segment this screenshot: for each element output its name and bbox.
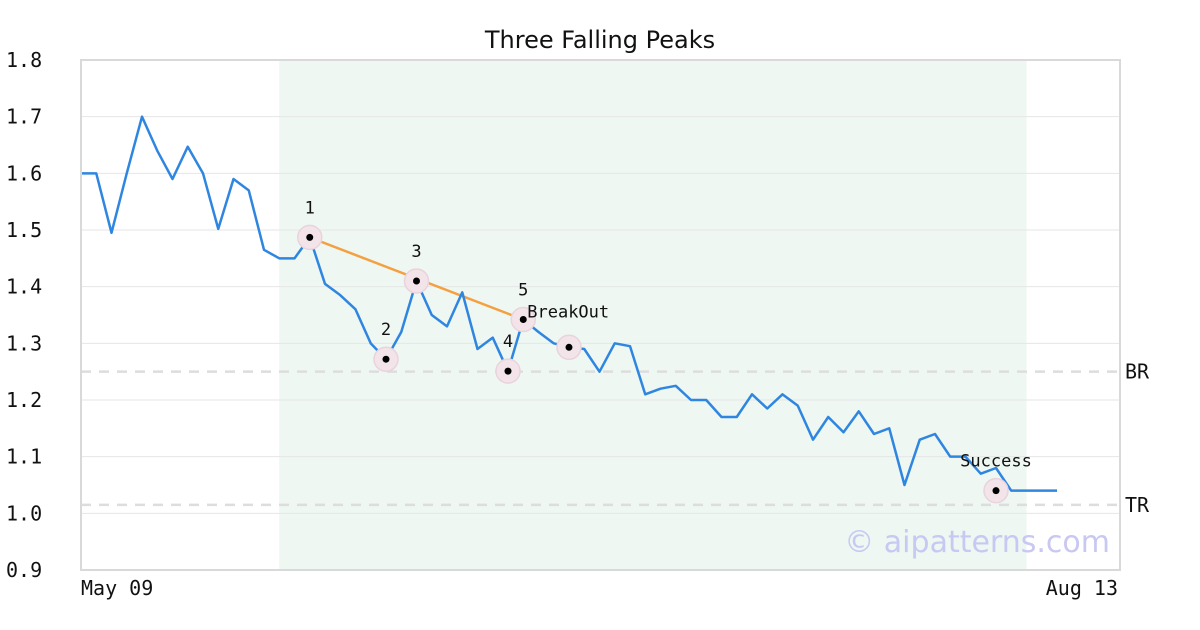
pattern-point-dot: [413, 277, 420, 285]
watermark: © aipatterns.com: [844, 525, 1110, 560]
pattern-point-label: 1: [305, 198, 315, 218]
reference-line-label-tr: TR: [1125, 493, 1150, 517]
y-tick-label: 1.2: [6, 388, 42, 412]
pattern-point-label: 2: [381, 320, 391, 340]
chart-title: Three Falling Peaks: [484, 26, 715, 54]
y-tick-label: 0.9: [6, 558, 42, 582]
y-tick-label: 1.1: [6, 445, 42, 469]
plot-frame: [80, 59, 1121, 571]
pattern-highlight-region: [279, 60, 1027, 570]
y-tick-label: 1.6: [6, 161, 42, 185]
pattern-point-dot: [504, 367, 512, 375]
pattern-point-dot: [382, 355, 390, 363]
pattern-point-label: 4: [503, 332, 513, 352]
x-tick-label-start: May 09: [81, 576, 153, 600]
pattern-point-dot: [519, 316, 527, 324]
reference-line-label-br: BR: [1125, 360, 1150, 384]
pattern-point-label: Success: [960, 452, 1032, 472]
y-tick-label: 1.3: [6, 331, 42, 355]
y-tick-label: 1.5: [6, 218, 42, 242]
y-tick-label: 1.0: [6, 501, 42, 525]
pattern-point-dot: [992, 487, 1000, 495]
pattern-point-label: 3: [411, 242, 421, 262]
pattern-point-dot: [306, 233, 314, 241]
pattern-point-label: 5: [518, 281, 528, 301]
y-tick-label: 1.7: [6, 105, 42, 129]
x-tick-label-end: Aug 13: [1046, 576, 1118, 600]
pattern-point-dot: [565, 343, 573, 351]
y-tick-label: 1.8: [6, 48, 42, 72]
breakout-annotation: BreakOut: [527, 303, 609, 323]
y-tick-label: 1.4: [6, 275, 42, 299]
